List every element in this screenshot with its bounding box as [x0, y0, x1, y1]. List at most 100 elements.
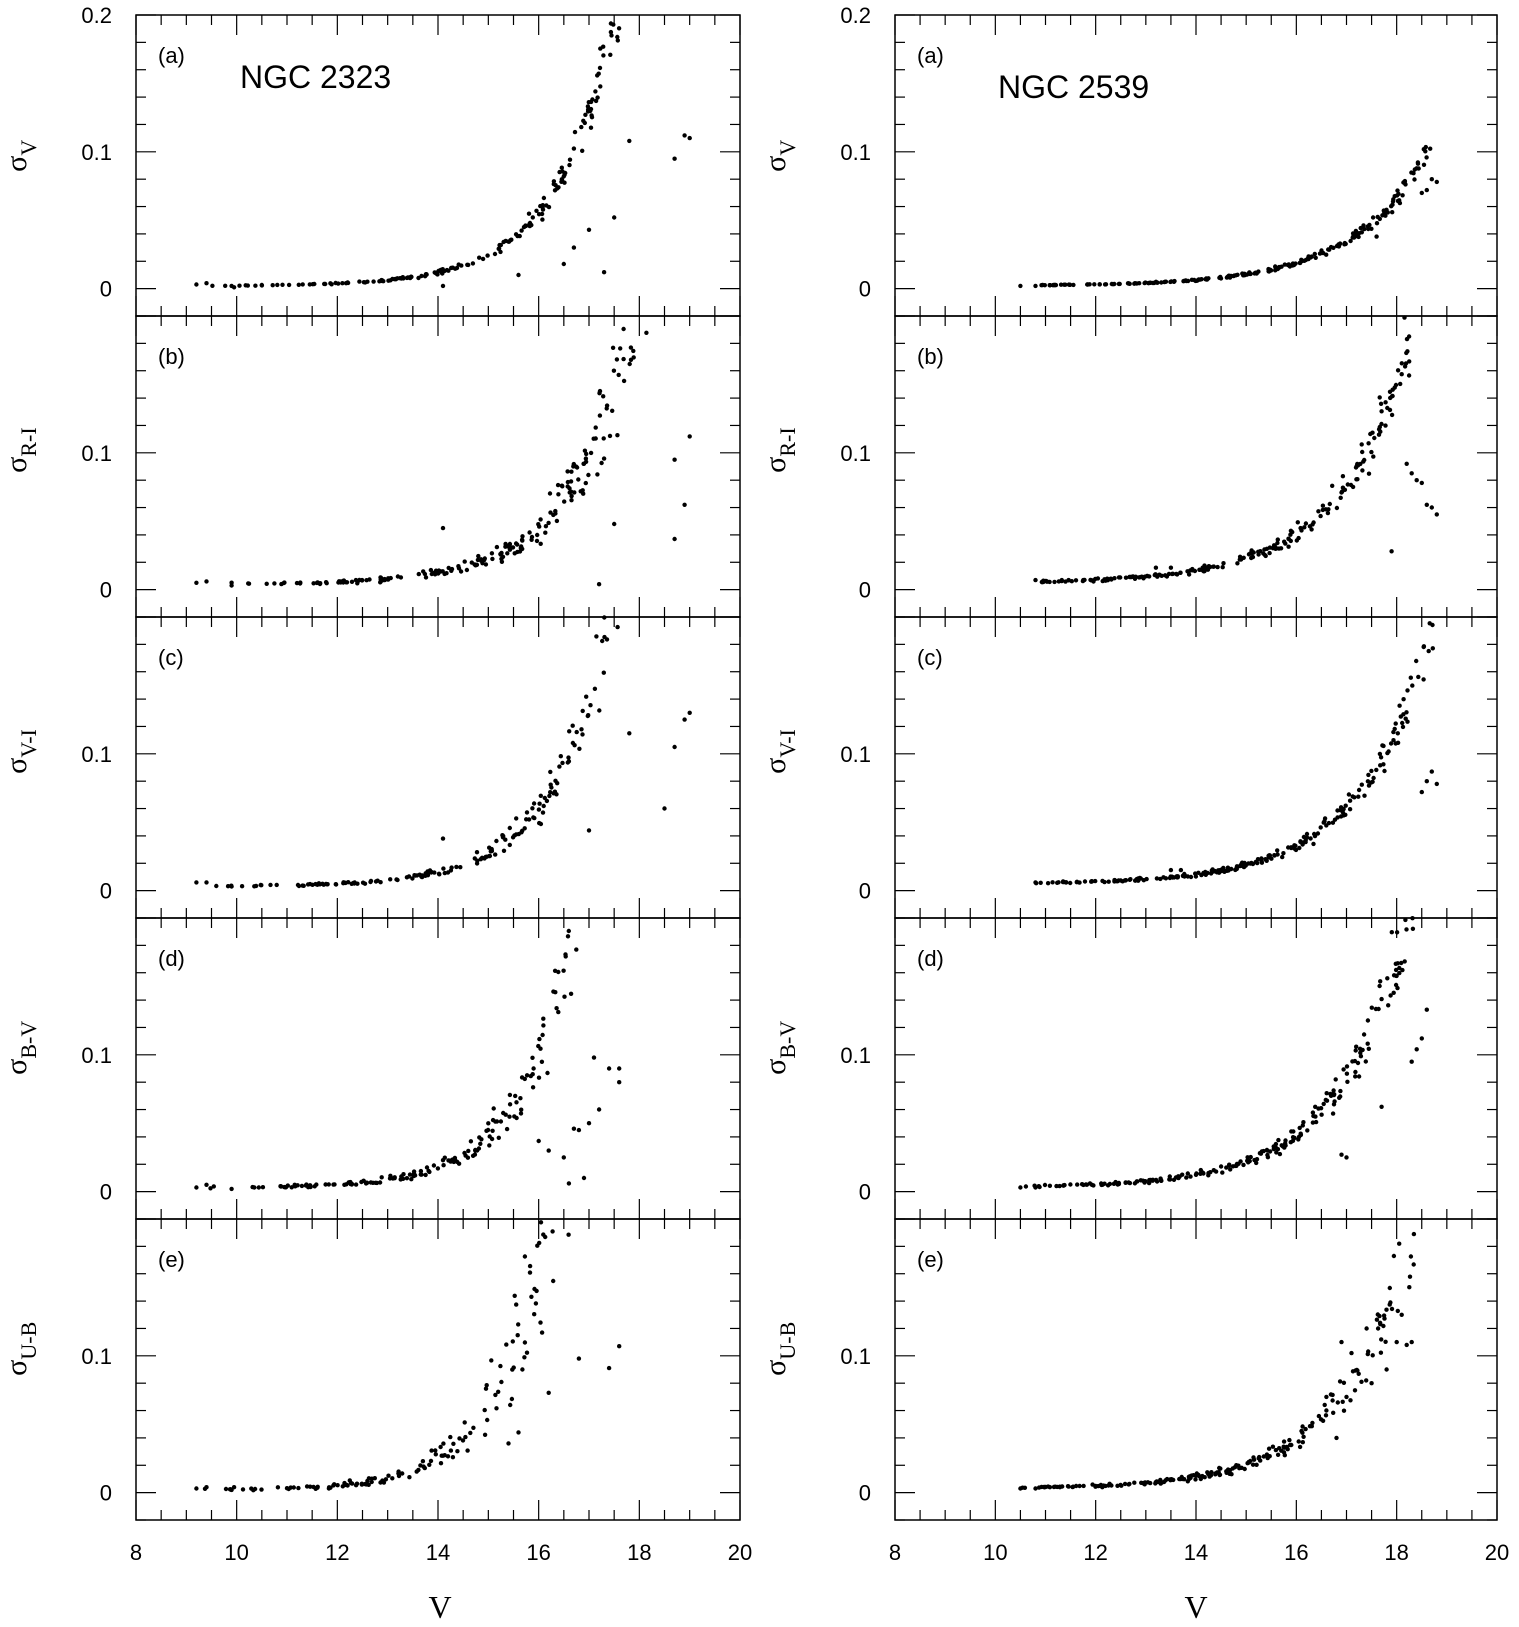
data-point — [1356, 787, 1362, 793]
data-point — [1318, 825, 1323, 830]
data-point — [1410, 926, 1416, 931]
data-point — [1198, 1476, 1204, 1482]
data-point — [1309, 527, 1314, 532]
data-point — [1363, 1059, 1369, 1064]
data-point — [567, 162, 572, 168]
data-point — [323, 1182, 328, 1187]
data-point — [1265, 1152, 1270, 1158]
data-point — [194, 1486, 199, 1491]
data-point — [1371, 775, 1376, 781]
data-point — [594, 634, 599, 639]
data-point — [490, 1117, 496, 1123]
data-point — [1350, 1369, 1356, 1374]
panel-e-ngc2323: 0 0.1 (e) σU-B — [0, 1218, 741, 1521]
data-point — [548, 782, 553, 787]
panel-label: (e) — [158, 1247, 185, 1272]
data-point — [1298, 525, 1303, 531]
data-point — [1193, 1477, 1198, 1482]
data-point — [506, 1441, 511, 1446]
data-point — [437, 872, 442, 877]
data-point — [399, 276, 404, 281]
data-point — [592, 686, 598, 691]
data-point — [296, 1485, 301, 1491]
data-point — [551, 989, 556, 994]
data-point — [500, 833, 505, 838]
data-point — [231, 285, 237, 290]
data-point — [1409, 1339, 1414, 1345]
data-point — [407, 1172, 413, 1177]
x-tick-label: 10 — [983, 1540, 1007, 1565]
data-point — [1153, 1177, 1159, 1183]
data-point — [501, 848, 507, 853]
data-point — [431, 1163, 437, 1168]
data-point — [615, 38, 620, 43]
data-point — [1381, 1323, 1386, 1329]
data-point — [1259, 856, 1264, 861]
data-point — [1352, 1388, 1358, 1393]
data-point — [1324, 1394, 1329, 1400]
data-point — [602, 615, 607, 620]
data-point — [538, 541, 543, 546]
data-point — [448, 1159, 453, 1164]
data-point — [1379, 1337, 1384, 1342]
data-point — [1370, 430, 1375, 435]
data-point — [1018, 1486, 1023, 1491]
data-point — [1122, 1481, 1128, 1487]
data-point — [1401, 697, 1406, 702]
data-point — [574, 729, 579, 735]
data-point — [1292, 843, 1297, 848]
data-point — [580, 732, 585, 737]
data-point — [1331, 1102, 1337, 1107]
data-point — [1226, 274, 1232, 279]
data-point — [229, 884, 234, 889]
data-point — [548, 790, 553, 795]
data-point — [1344, 1064, 1350, 1069]
data-point — [1228, 1167, 1233, 1172]
data-point — [503, 1112, 508, 1117]
y-tick-label: 0.1 — [840, 742, 871, 767]
data-point — [272, 581, 277, 586]
panel-b-ngc2539: 0 0.1 (b) σR-I — [759, 315, 1498, 618]
data-point — [416, 1467, 421, 1473]
data-point — [252, 884, 257, 889]
data-point — [1099, 1483, 1104, 1488]
data-point — [551, 512, 556, 518]
data-point — [1073, 578, 1079, 583]
data-point — [336, 579, 342, 584]
data-point — [531, 801, 537, 806]
data-point — [428, 1458, 434, 1464]
data-point — [223, 283, 228, 288]
data-point — [1257, 1454, 1262, 1460]
data-point — [418, 1168, 424, 1174]
data-point — [617, 1344, 622, 1349]
data-point — [1331, 245, 1336, 250]
data-point — [340, 281, 345, 286]
data-point — [1281, 851, 1286, 856]
data-point — [1383, 1339, 1388, 1345]
data-point — [1204, 277, 1210, 282]
data-point — [540, 1032, 545, 1038]
y-axis-label: σV — [0, 140, 41, 172]
data-point — [672, 457, 677, 462]
data-point — [246, 581, 251, 586]
data-point — [1154, 1479, 1159, 1484]
y-tick-label: 0.2 — [81, 3, 112, 28]
data-point — [299, 1183, 305, 1189]
data-point — [395, 877, 400, 883]
data-point — [468, 1430, 473, 1436]
panel-label: (c) — [917, 645, 943, 670]
data-point — [1150, 1178, 1155, 1183]
data-point — [621, 326, 626, 332]
panel-label: (e) — [917, 1247, 944, 1272]
data-point — [544, 798, 550, 804]
data-point — [252, 1486, 258, 1492]
data-point — [538, 821, 544, 827]
data-point — [424, 1165, 430, 1170]
data-point — [311, 1484, 316, 1490]
data-point — [1387, 407, 1393, 413]
data-point — [1184, 1175, 1189, 1180]
data-point — [1142, 1180, 1147, 1185]
data-point — [1118, 575, 1123, 580]
data-point — [1067, 282, 1073, 287]
data-point — [346, 880, 351, 885]
